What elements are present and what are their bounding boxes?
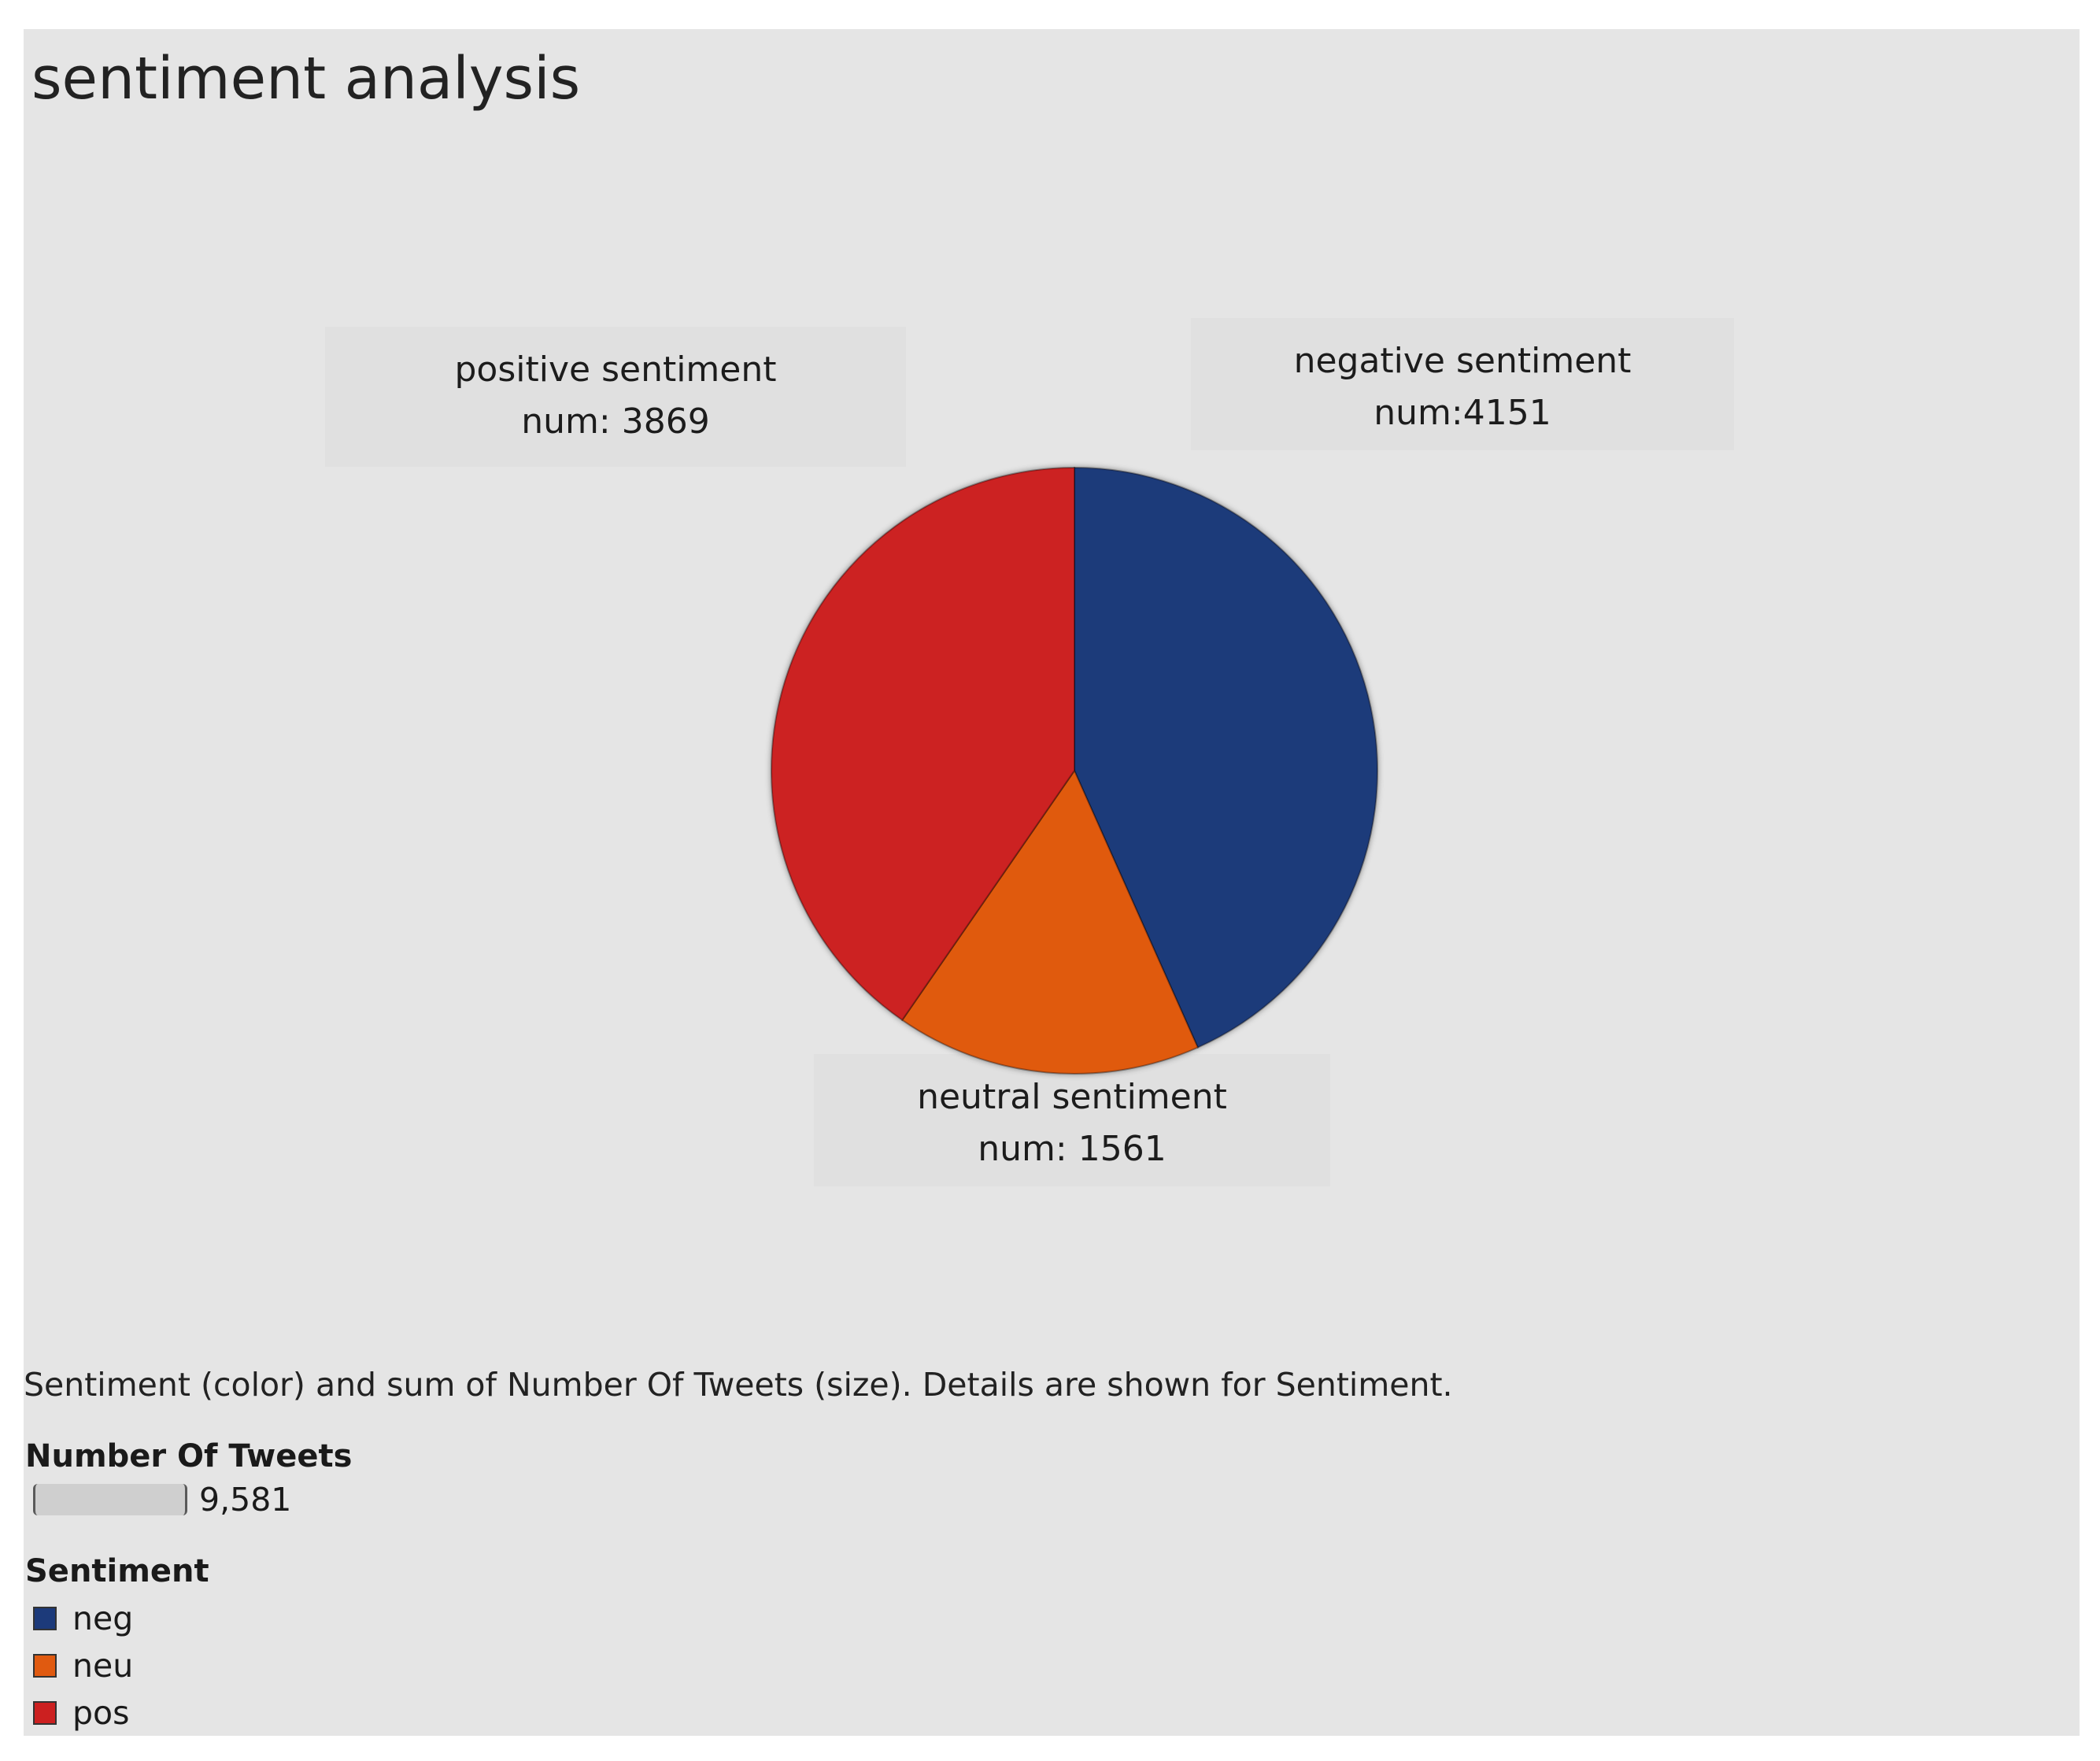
legend-label-neu: neu — [72, 1647, 134, 1685]
callout-neutral-label: neutral sentiment — [917, 1077, 1227, 1117]
legend-label-pos: pos — [72, 1694, 130, 1732]
legend-item-neu[interactable]: neu — [33, 1647, 134, 1685]
chart-caption: Sentiment (color) and sum of Number Of T… — [24, 1366, 1453, 1404]
callout-positive-value: num: 3869 — [521, 401, 710, 442]
pie-chart — [771, 466, 1378, 1075]
legend-swatch-pos — [33, 1701, 57, 1725]
legend-swatch-neu — [33, 1654, 57, 1678]
chart-panel: sentiment analysis positive sentiment nu… — [24, 29, 2080, 1736]
pie-slice-pos[interactable] — [771, 466, 1075, 1022]
callout-positive: positive sentiment num: 3869 — [325, 327, 906, 467]
legend-item-pos[interactable]: pos — [33, 1694, 130, 1732]
size-legend-value: 9,581 — [199, 1481, 292, 1519]
color-legend-title: Sentiment — [25, 1553, 209, 1589]
pie-slices — [771, 466, 1378, 1075]
legend-swatch-neg — [33, 1607, 57, 1630]
pie-slice-neg[interactable] — [1074, 466, 1378, 1049]
callout-negative-label: negative sentiment — [1293, 341, 1632, 381]
callout-negative: negative sentiment num:4151 — [1191, 318, 1734, 450]
pie-slice-neu[interactable] — [900, 768, 1200, 1075]
size-legend-title: Number Of Tweets — [25, 1438, 353, 1474]
callout-positive-label: positive sentiment — [454, 350, 777, 390]
chart-title: sentiment analysis — [31, 45, 581, 113]
size-legend-bar — [33, 1484, 187, 1515]
callout-negative-value: num:4151 — [1374, 393, 1551, 433]
callout-neutral-value: num: 1561 — [978, 1129, 1166, 1169]
legend-label-neg: neg — [72, 1600, 134, 1637]
callout-neutral: neutral sentiment num: 1561 — [814, 1054, 1330, 1186]
legend-item-neg[interactable]: neg — [33, 1600, 133, 1637]
